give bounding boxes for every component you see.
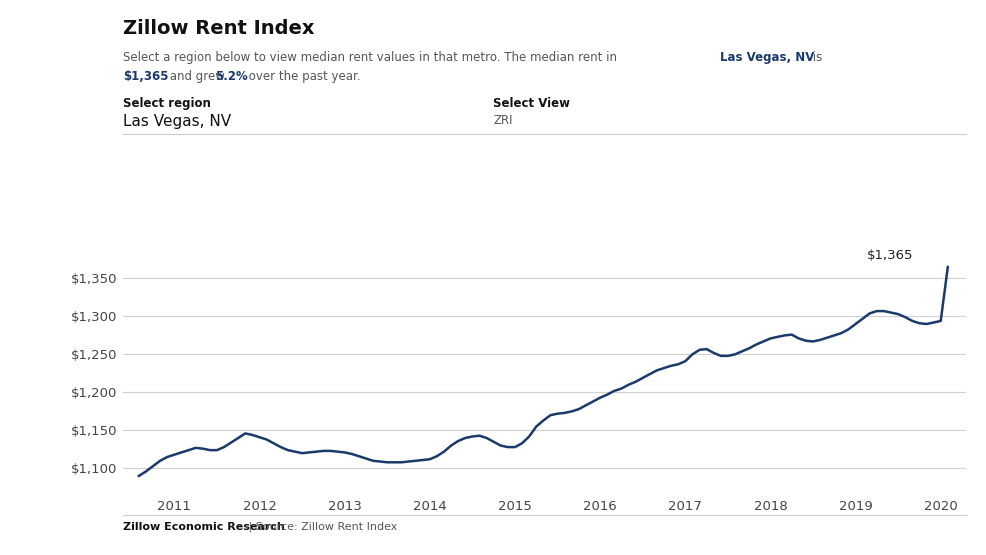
Text: ZRI: ZRI (493, 114, 513, 127)
Text: Zillow Economic Research: Zillow Economic Research (123, 522, 285, 532)
Text: Select a region below to view median rent values in that metro. The median rent : Select a region below to view median ren… (123, 51, 625, 64)
Text: is: is (809, 51, 821, 64)
Text: Select region: Select region (123, 97, 211, 110)
Text: over the past year.: over the past year. (245, 70, 360, 83)
Text: | Source: Zillow Rent Index: | Source: Zillow Rent Index (245, 522, 397, 532)
Text: Select View: Select View (493, 97, 570, 110)
Text: Zillow Rent Index: Zillow Rent Index (123, 19, 315, 38)
Text: and grew: and grew (166, 70, 229, 83)
Text: $1,365: $1,365 (867, 249, 913, 261)
Text: $1,365: $1,365 (123, 70, 169, 83)
Text: Las Vegas, NV: Las Vegas, NV (123, 114, 232, 129)
Text: 5.2%: 5.2% (215, 70, 247, 83)
Text: Las Vegas, NV: Las Vegas, NV (720, 51, 814, 64)
